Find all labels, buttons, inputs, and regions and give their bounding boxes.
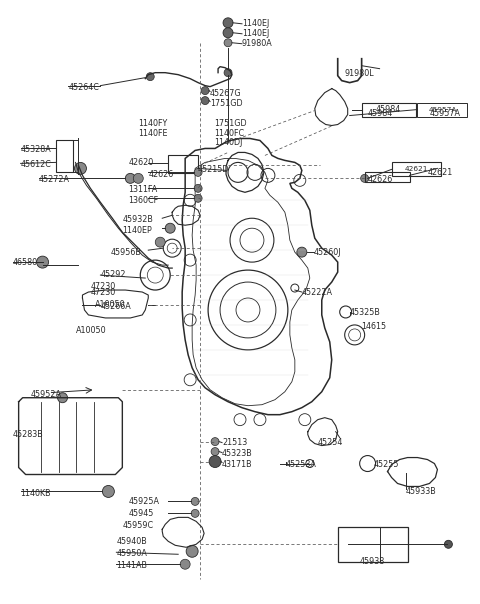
Text: 1140EP: 1140EP [122,226,152,235]
Circle shape [155,237,165,247]
Text: 45272A: 45272A [38,175,70,184]
Bar [418,103,468,117]
Text: 45956B: 45956B [110,248,141,257]
Text: 42626: 42626 [368,175,393,184]
Circle shape [211,448,219,455]
Text: 45932B: 45932B [122,215,153,224]
Text: 45925A: 45925A [128,498,159,506]
Text: 45323B: 45323B [222,449,253,458]
Text: 1751GD: 1751GD [214,118,247,127]
Text: 1140FE: 1140FE [138,129,168,138]
Text: 42621: 42621 [428,169,453,178]
Bar [56,141,73,172]
Circle shape [186,545,198,557]
Text: 45957A: 45957A [428,106,456,112]
Text: 45957A: 45957A [430,109,460,118]
Circle shape [209,455,221,467]
Circle shape [74,162,86,175]
Text: 1141AB: 1141AB [116,561,147,570]
Circle shape [194,169,202,176]
Bar [338,527,408,562]
Bar [365,172,409,182]
Circle shape [194,194,202,202]
Text: 45254: 45254 [318,438,343,446]
Text: 45325B: 45325B [350,308,381,317]
Circle shape [224,69,232,77]
Text: 45328A: 45328A [21,146,51,155]
Circle shape [360,175,369,182]
Circle shape [201,86,209,95]
Text: 1360CF: 1360CF [128,196,158,205]
Circle shape [224,39,232,47]
Circle shape [211,438,219,446]
Text: 14615: 14615 [361,322,387,331]
Circle shape [223,18,233,28]
Text: 47230: 47230 [90,288,116,297]
Text: 45260J: 45260J [314,248,341,257]
Text: 91980L: 91980L [345,69,374,78]
Text: 47230: 47230 [90,282,116,291]
Text: 1140FC: 1140FC [214,129,244,138]
Text: 45283B: 45283B [12,429,43,439]
Text: 45266A: 45266A [100,302,131,311]
Circle shape [133,173,144,184]
Circle shape [36,256,48,268]
Text: 42626: 42626 [148,170,173,179]
Text: 45959C: 45959C [122,521,154,530]
Text: A10050: A10050 [95,301,126,309]
Bar [392,162,442,176]
Circle shape [58,393,68,403]
Text: 45984: 45984 [368,109,393,118]
Circle shape [165,223,175,233]
Text: 45264C: 45264C [69,83,99,92]
Text: 45292: 45292 [100,270,126,279]
Text: 45215D: 45215D [198,165,229,175]
Circle shape [444,541,452,548]
Text: 1311FA: 1311FA [128,185,157,194]
Circle shape [297,247,307,257]
Text: 42621: 42621 [405,166,428,172]
Circle shape [146,72,154,81]
Text: 21513: 21513 [222,438,247,446]
Circle shape [194,184,202,192]
Circle shape [223,28,233,38]
Text: 45945: 45945 [128,509,154,518]
Circle shape [125,173,135,184]
Text: 45267G: 45267G [210,89,242,98]
Bar [361,103,417,117]
Circle shape [180,559,190,569]
Circle shape [191,498,199,506]
Text: 45612C: 45612C [21,161,51,169]
Text: 45950A: 45950A [116,549,147,558]
Text: 45253A: 45253A [286,460,317,469]
Text: 1140EJ: 1140EJ [242,29,269,38]
Text: 1140DJ: 1140DJ [214,138,242,147]
Text: 42620: 42620 [128,158,154,167]
Text: 45222A: 45222A [302,288,333,297]
Text: 45940B: 45940B [116,538,147,546]
Bar [168,155,198,173]
Text: 45933B: 45933B [406,487,436,496]
Text: 1140EJ: 1140EJ [242,19,269,28]
Circle shape [102,486,114,498]
Circle shape [201,97,209,104]
Text: A10050: A10050 [75,326,106,335]
Text: 1140KB: 1140KB [21,489,51,498]
Text: 91980A: 91980A [242,39,273,48]
Text: 45255: 45255 [373,460,399,469]
Text: 45952A: 45952A [31,390,61,399]
Text: 45938: 45938 [360,557,385,567]
Text: 1140FY: 1140FY [138,118,168,127]
Text: 46580: 46580 [12,258,38,267]
Text: 43171B: 43171B [222,460,252,469]
Text: 45984: 45984 [376,105,401,114]
Circle shape [191,509,199,518]
Text: 1751GD: 1751GD [210,98,243,108]
